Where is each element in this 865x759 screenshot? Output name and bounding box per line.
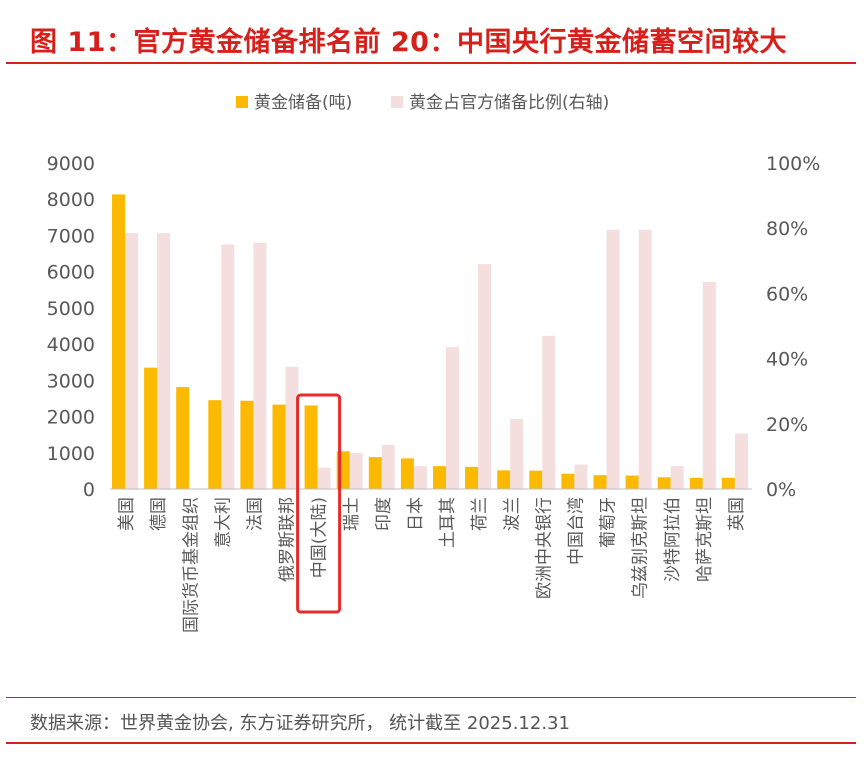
left-axis-tick: 3000 xyxy=(47,370,95,392)
bar-gold-reserve xyxy=(593,475,607,489)
legend-label-reserve: 黄金储备(吨) xyxy=(254,93,352,113)
bar-gold-reserve xyxy=(497,470,511,489)
bar-gold-ratio xyxy=(478,264,492,489)
right-axis-tick: 40% xyxy=(766,349,808,371)
source-divider-top xyxy=(6,697,856,698)
bar-gold-ratio xyxy=(413,466,427,489)
bar-gold-ratio xyxy=(606,229,620,489)
bar-gold-ratio xyxy=(221,244,235,489)
right-axis-tick: 80% xyxy=(766,218,808,240)
category-label: 葡萄牙 xyxy=(599,497,619,548)
bar-gold-ratio xyxy=(446,347,459,489)
bar-gold-reserve xyxy=(561,473,575,489)
category-label: 乌兹别克斯坦 xyxy=(631,497,651,599)
category-label: 荷兰 xyxy=(470,497,490,531)
bar-gold-reserve xyxy=(400,458,414,489)
bar-gold-ratio xyxy=(317,467,331,489)
left-axis-tick: 7000 xyxy=(47,225,95,247)
left-axis-tick: 9000 xyxy=(47,153,95,175)
bar-gold-reserve xyxy=(721,477,735,489)
category-label: 国际货币基金组织 xyxy=(181,497,201,633)
category-label: 俄罗斯联邦 xyxy=(278,497,298,582)
bar-gold-ratio xyxy=(253,242,267,489)
left-axis-tick: 4000 xyxy=(47,334,95,356)
category-label: 法国 xyxy=(245,497,265,531)
bar-gold-reserve xyxy=(657,477,671,489)
bar-gold-ratio xyxy=(734,433,748,489)
category-label: 欧洲中央银行 xyxy=(534,497,554,599)
bar-gold-reserve xyxy=(368,457,382,489)
title-divider xyxy=(6,62,856,64)
legend-swatch-reserve xyxy=(236,96,248,108)
chart-title: 图 11：官方黄金储备排名前 20：中国央行黄金储蓄空间较大 xyxy=(30,27,787,58)
category-label: 美国 xyxy=(117,497,137,531)
bar-gold-ratio xyxy=(638,229,652,489)
bar-gold-reserve xyxy=(240,400,254,489)
left-axis: 0 1000 2000 3000 4000 5000 6000 7000 8000 9000 xyxy=(47,153,95,501)
category-label: 德国 xyxy=(149,497,169,531)
left-axis-tick: 6000 xyxy=(47,262,95,284)
bar-gold-reserve xyxy=(176,387,190,489)
bar-gold-reserve xyxy=(465,466,479,489)
left-axis-tick: 1000 xyxy=(47,443,95,465)
bar-gold-reserve xyxy=(144,367,158,489)
highlight-box-china xyxy=(296,393,342,614)
bar-gold-ratio xyxy=(285,366,299,489)
chart: 黄金储备(吨) 黄金占官方储备比例(右轴) 0 1000 2000 3000 4000 5… xyxy=(47,93,821,633)
category-label: 印度 xyxy=(374,497,394,531)
category-label: 哈萨克斯坦 xyxy=(695,497,715,582)
right-axis-tick: 20% xyxy=(766,414,808,436)
legend: 黄金储备(吨) 黄金占官方储备比例(右轴) xyxy=(236,93,609,113)
category-label: 意大利 xyxy=(213,497,233,548)
bar-gold-ratio xyxy=(702,281,716,489)
bars xyxy=(112,194,748,489)
bar-gold-reserve xyxy=(433,466,446,489)
bar-gold-reserve xyxy=(112,194,125,489)
category-label: 沙特阿拉伯 xyxy=(663,497,683,582)
footer-divider xyxy=(6,742,856,744)
category-label: 土耳其 xyxy=(438,497,458,548)
left-axis-tick: 2000 xyxy=(47,407,95,429)
bar-gold-ratio xyxy=(510,418,524,489)
category-label: 瑞士 xyxy=(342,497,362,531)
bar-gold-ratio xyxy=(381,444,395,489)
category-label: 日本 xyxy=(406,497,426,531)
bar-gold-reserve xyxy=(529,470,543,489)
bar-gold-reserve xyxy=(208,400,222,489)
category-label: 中国台湾 xyxy=(566,497,586,565)
right-axis-tick: 100% xyxy=(766,153,820,175)
category-label: 波兰 xyxy=(502,497,522,531)
legend-swatch-ratio xyxy=(391,96,403,108)
bar-gold-reserve xyxy=(689,477,703,489)
bar-gold-ratio xyxy=(670,466,684,489)
bar-gold-reserve xyxy=(625,475,639,489)
bar-gold-ratio xyxy=(542,335,556,489)
bar-gold-ratio xyxy=(349,453,363,489)
bar-gold-ratio xyxy=(574,464,588,489)
category-labels: 美国 德国 国际货币基金组织 意大利 法国 俄罗斯联邦 中国(大陆) 瑞士 印度 日本 土耳其 荷兰波… xyxy=(117,497,747,633)
left-axis-tick: 0 xyxy=(83,479,95,501)
right-axis-tick: 0% xyxy=(766,479,796,501)
category-label: 中国(大陆) xyxy=(310,497,330,578)
left-axis-tick: 5000 xyxy=(47,298,95,320)
category-label: 英国 xyxy=(727,497,747,531)
right-axis-tick: 60% xyxy=(766,283,808,305)
legend-label-ratio: 黄金占官方储备比例(右轴) xyxy=(409,93,609,113)
bar-gold-ratio xyxy=(157,233,171,489)
bar-gold-reserve xyxy=(304,405,318,489)
right-axis: 0% 20% 40% 60% 80% 100% xyxy=(766,153,820,501)
data-source-note: 数据来源：世界黄金协会, 东方证券研究所， 统计截至 2025.12.31 xyxy=(30,713,570,734)
left-axis-tick: 8000 xyxy=(47,189,95,211)
bar-gold-reserve xyxy=(272,404,286,489)
bar-gold-ratio xyxy=(125,233,138,489)
